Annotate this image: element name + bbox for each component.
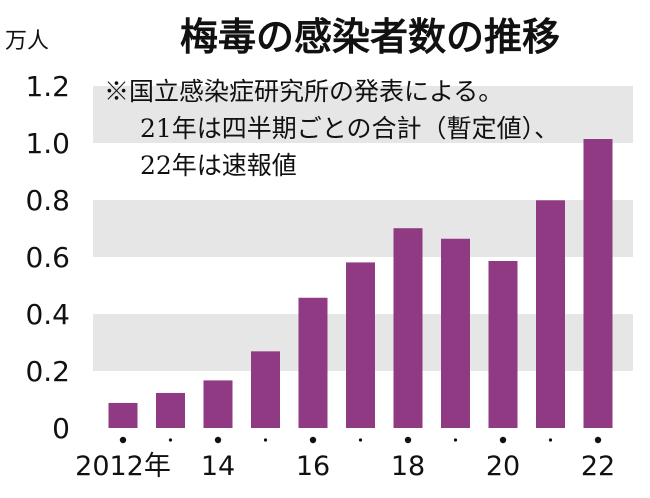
x-tick-marker bbox=[263, 438, 268, 442]
bar-2021 bbox=[536, 200, 565, 428]
note-line-1: ※国立感染症研究所の発表による。 bbox=[104, 77, 503, 106]
y-tick-label: 1.0 bbox=[25, 127, 70, 160]
x-axis-ticks: 2012年 14 16 18 20 22 bbox=[75, 436, 615, 482]
y-axis-ticks: 0 0.2 0.4 0.6 0.8 1.0 1.2 bbox=[25, 70, 70, 445]
x-tick-label: 18 bbox=[391, 451, 425, 482]
bar-2017 bbox=[346, 262, 375, 428]
x-tick-marker bbox=[594, 436, 602, 444]
x-tick-marker bbox=[453, 438, 458, 442]
chart-notes: ※国立感染症研究所の発表による。 21年は四半期ごとの合計（暫定値）、 22年は… bbox=[104, 77, 559, 180]
bar-2012 bbox=[108, 402, 138, 428]
note-line-2: 21年は四半期ごとの合計（暫定値）、 bbox=[140, 114, 559, 143]
y-tick-label: 0.8 bbox=[25, 184, 70, 217]
y-tick-label: 0.2 bbox=[25, 355, 70, 388]
chart-title: 梅毒の感染者数の推移 bbox=[180, 15, 560, 59]
bar-2014 bbox=[203, 380, 233, 428]
x-tick-label: 22 bbox=[581, 451, 615, 482]
note-line-3: 22年は速報値 bbox=[140, 151, 297, 180]
bar-2020 bbox=[488, 260, 518, 428]
bar-2018 bbox=[393, 228, 423, 428]
bar-2015 bbox=[251, 351, 280, 428]
bar-series bbox=[108, 139, 613, 428]
bar-2022 bbox=[583, 139, 613, 428]
x-tick-marker bbox=[548, 438, 553, 442]
y-tick-label: 0 bbox=[52, 412, 70, 445]
x-tick-marker bbox=[168, 438, 173, 442]
x-tick-marker bbox=[499, 436, 507, 444]
y-tick-label: 0.6 bbox=[25, 241, 70, 274]
x-tick-label: 2012年 bbox=[75, 451, 171, 482]
x-tick-marker bbox=[214, 436, 222, 444]
x-tick-label: 16 bbox=[296, 451, 330, 482]
bar-2013 bbox=[156, 392, 185, 428]
bar-2016 bbox=[298, 297, 328, 428]
x-tick-marker bbox=[119, 436, 127, 444]
x-tick-label: 14 bbox=[201, 451, 235, 482]
y-tick-label: 0.4 bbox=[25, 298, 70, 331]
x-tick-label: 20 bbox=[486, 451, 520, 482]
y-axis-unit-label: 万人 bbox=[5, 29, 49, 54]
x-tick-marker bbox=[309, 436, 317, 444]
x-tick-marker bbox=[358, 438, 363, 442]
grid-band bbox=[93, 86, 633, 143]
bar-2019 bbox=[441, 238, 470, 428]
x-tick-marker bbox=[404, 436, 412, 444]
y-tick-label: 1.2 bbox=[25, 70, 70, 103]
